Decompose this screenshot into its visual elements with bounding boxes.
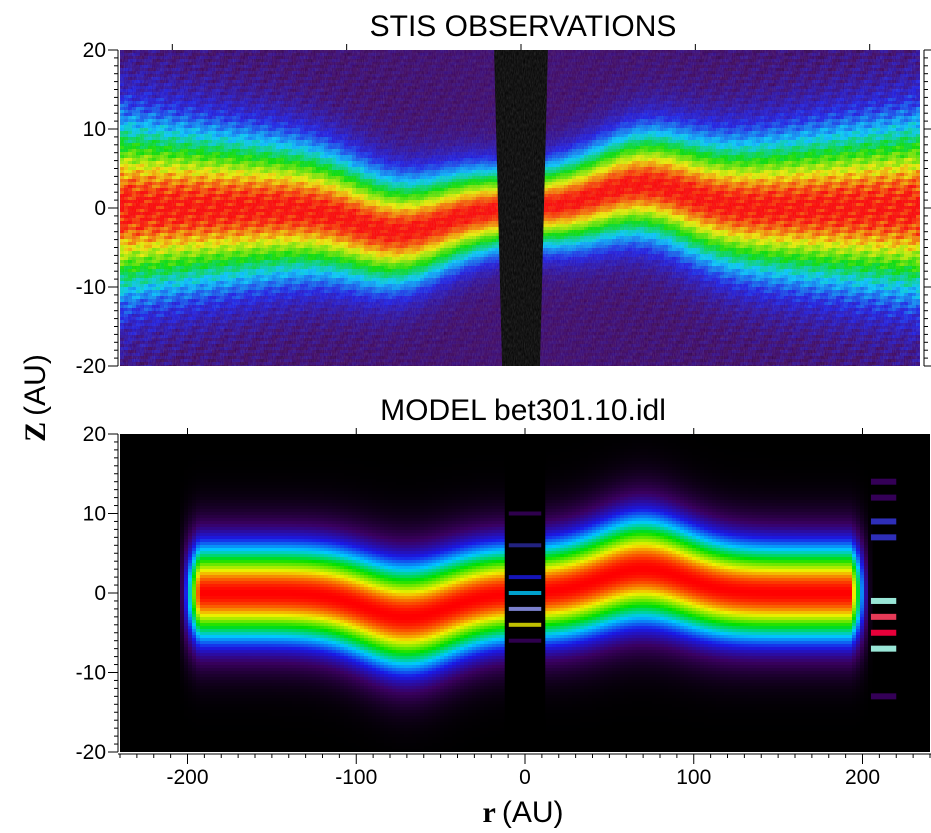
- top-panel-heatmap: [120, 50, 920, 366]
- top-panel-title: STIS OBSERVATIONS: [370, 10, 677, 43]
